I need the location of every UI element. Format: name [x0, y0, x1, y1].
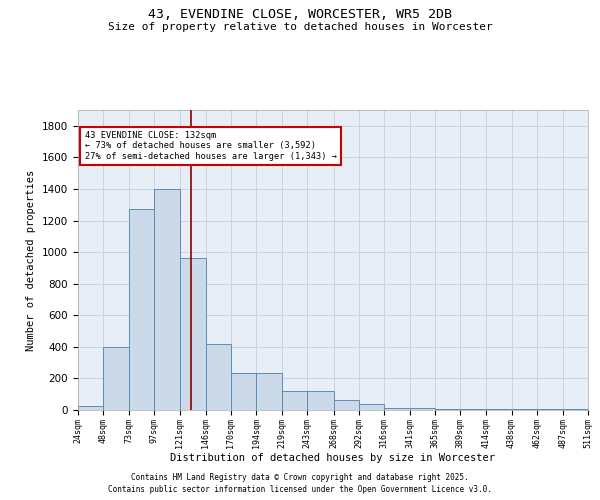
Bar: [410, 408, 435, 410]
Text: 43 EVENDINE CLOSE: 132sqm
← 73% of detached houses are smaller (3,592)
27% of se: 43 EVENDINE CLOSE: 132sqm ← 73% of detac…: [85, 131, 337, 161]
Bar: [384, 408, 410, 410]
Bar: [460, 409, 487, 410]
Bar: [536, 409, 563, 410]
Bar: [206, 344, 231, 410]
Text: 43, EVENDINE CLOSE, WORCESTER, WR5 2DB: 43, EVENDINE CLOSE, WORCESTER, WR5 2DB: [148, 8, 452, 20]
Bar: [435, 409, 460, 410]
Bar: [282, 391, 307, 410]
Bar: [487, 409, 512, 410]
Bar: [231, 373, 256, 410]
Text: Size of property relative to detached houses in Worcester: Size of property relative to detached ho…: [107, 22, 493, 32]
Bar: [334, 400, 359, 410]
Bar: [154, 189, 179, 410]
Bar: [256, 373, 282, 410]
Bar: [512, 409, 536, 410]
Bar: [103, 347, 130, 410]
Text: Contains HM Land Registry data © Crown copyright and database right 2025.: Contains HM Land Registry data © Crown c…: [131, 472, 469, 482]
Bar: [78, 406, 103, 410]
Bar: [307, 391, 334, 410]
Text: Contains public sector information licensed under the Open Government Licence v3: Contains public sector information licen…: [108, 485, 492, 494]
Bar: [563, 409, 588, 410]
Bar: [130, 210, 154, 410]
Bar: [359, 404, 384, 410]
Bar: [179, 258, 206, 410]
Y-axis label: Number of detached properties: Number of detached properties: [26, 170, 37, 350]
X-axis label: Distribution of detached houses by size in Worcester: Distribution of detached houses by size …: [170, 453, 496, 463]
